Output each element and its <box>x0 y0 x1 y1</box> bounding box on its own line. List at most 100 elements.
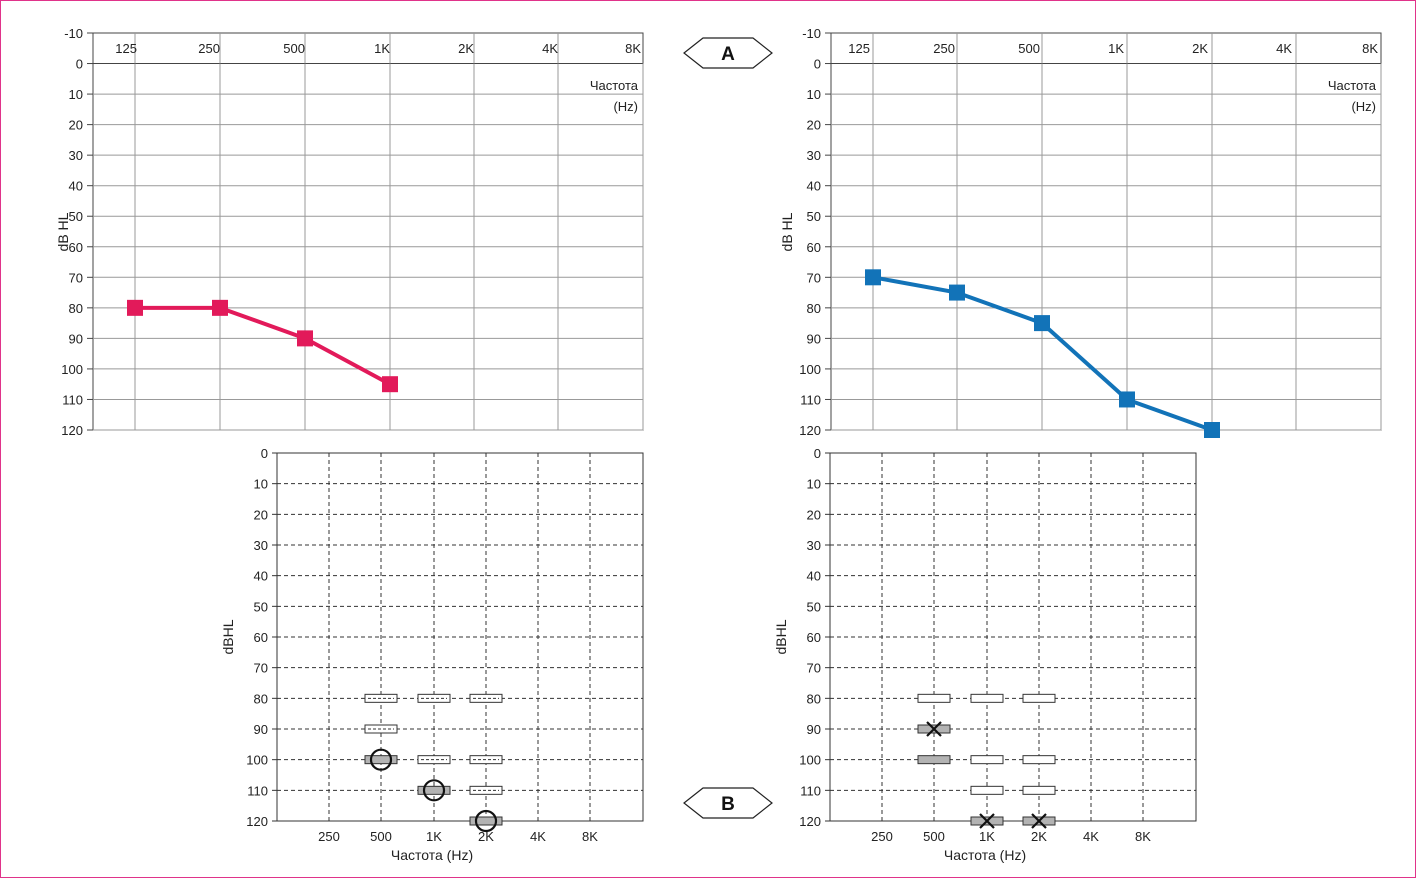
x-tick-label: 500 <box>923 829 945 844</box>
right-audiogram-chart: -10 0 10 20 30 40 50 60 70 80 90 100 110 120 125 250 500… <box>55 26 644 438</box>
x-tick-label: 1K <box>979 829 995 844</box>
data-point-marker <box>865 269 881 286</box>
x-tick-label: 8K <box>1135 829 1151 844</box>
y-axis-label: dB HL <box>55 212 71 251</box>
x-tick-label: 500 <box>283 41 305 56</box>
x-tick-label: 2K <box>1031 829 1047 844</box>
y-tick-label: 90 <box>254 722 268 737</box>
plot-frame <box>830 32 1382 431</box>
x-tick-label: 500 <box>1018 41 1040 56</box>
pointer-b-label: B <box>721 794 735 815</box>
pointer-b: B <box>683 787 773 819</box>
pointer-b-shape <box>683 787 773 819</box>
y-tick-label: 70 <box>807 661 821 676</box>
y-tick-label: 60 <box>807 630 821 645</box>
y-tick-label: 110 <box>800 783 821 798</box>
y-tick-label: -10 <box>64 26 83 41</box>
series-line <box>135 305 391 386</box>
y-tick-label: 120 <box>799 423 821 438</box>
x-tick-label: 125 <box>115 41 137 56</box>
threshold-box <box>970 785 1004 795</box>
y-tick-label: 50 <box>807 209 821 224</box>
x-axis-unit: (Hz) <box>613 99 638 114</box>
x-tick-label: 4K <box>530 829 546 844</box>
x-axis-unit: (Hz) <box>1351 99 1376 114</box>
y-tick-label: 120 <box>246 814 268 829</box>
pointer-a-shape <box>683 37 773 69</box>
y-tick-label: 90 <box>807 722 821 737</box>
left-audiogram-chart: -10 0 10 20 30 40 50 60 70 80 90 100 110 120 125 250 500… <box>779 26 1382 438</box>
threshold-box <box>364 755 398 765</box>
y-tick-label: 60 <box>254 630 268 645</box>
y-tick-label: 80 <box>807 691 821 706</box>
x-axis-label: Частота (Hz) <box>391 847 473 863</box>
y-tick-label: 90 <box>69 331 83 346</box>
y-tick-label: 30 <box>69 148 83 163</box>
y-tick-label: 50 <box>807 599 821 614</box>
y-tick-label: -10 <box>802 26 821 41</box>
y-tick-label: 0 <box>76 57 83 72</box>
pointer-a: A <box>683 37 773 69</box>
x-tick-label: 2K <box>458 41 474 56</box>
y-tick-label: 110 <box>247 783 268 798</box>
y-tick-label: 10 <box>807 477 821 492</box>
threshold-box <box>970 755 1004 765</box>
x-tick-label: 4K <box>1083 829 1099 844</box>
x-tick-label: 1K <box>426 829 442 844</box>
x-tick-label: 4K <box>1276 41 1292 56</box>
x-tick-label: 4K <box>542 41 558 56</box>
circle-marker <box>474 809 498 833</box>
y-tick-label: 80 <box>69 301 83 316</box>
y-tick-label: 0 <box>814 57 821 72</box>
y-tick-label: 40 <box>807 179 821 194</box>
y-axis-label: dB HL <box>779 212 795 251</box>
x-tick-label: 250 <box>871 829 893 844</box>
x-tick-label: 250 <box>933 41 955 56</box>
y-tick-label: 30 <box>807 538 821 553</box>
y-tick-label: 90 <box>807 331 821 346</box>
y-tick-label: 60 <box>807 240 821 255</box>
threshold-box <box>1022 755 1056 765</box>
x-marker <box>979 813 995 829</box>
y-tick-label: 120 <box>799 814 821 829</box>
y-tick-label: 10 <box>807 87 821 102</box>
threshold-box <box>417 785 451 795</box>
pointer-a-label: A <box>721 44 735 65</box>
y-tick-label: 10 <box>254 477 268 492</box>
x-tick-label: 1K <box>1108 41 1124 56</box>
y-tick-label: 120 <box>61 423 83 438</box>
x-axis-label: Частота <box>590 78 639 93</box>
x-tick-label: 250 <box>198 41 220 56</box>
y-tick-label: 80 <box>254 691 268 706</box>
right-aided-chart: 0 10 20 30 40 50 60 70 80 90 100 110 120 250 500 1K 2K 4K… <box>220 446 644 863</box>
y-tick-label: 110 <box>800 392 821 407</box>
x-marker <box>926 721 942 737</box>
data-point-marker <box>1034 315 1050 332</box>
circle-marker <box>422 779 446 802</box>
x-marker <box>1031 813 1047 829</box>
y-tick-label: 110 <box>62 392 83 407</box>
y-tick-label: 60 <box>69 240 83 255</box>
y-tick-label: 80 <box>807 301 821 316</box>
circle-marker <box>369 748 393 771</box>
y-tick-label: 40 <box>69 179 83 194</box>
threshold-box <box>1022 785 1056 795</box>
x-tick-label: 2K <box>478 829 494 844</box>
x-tick-label: 8K <box>582 829 598 844</box>
y-tick-label: 30 <box>807 148 821 163</box>
y-tick-label: 20 <box>807 507 821 522</box>
y-tick-label: 50 <box>254 599 268 614</box>
y-tick-label: 10 <box>69 87 83 102</box>
left-aided-chart: 0 10 20 30 40 50 60 70 80 90 100 110 120 250 500 1K 2K 4K… <box>773 446 1197 863</box>
y-tick-label: 100 <box>246 753 268 768</box>
threshold-box <box>917 693 951 703</box>
x-tick-label: 2K <box>1192 41 1208 56</box>
y-tick-label: 100 <box>799 753 821 768</box>
x-axis-label: Частота <box>1328 78 1377 93</box>
y-tick-label: 70 <box>807 270 821 285</box>
x-tick-label: 125 <box>848 41 870 56</box>
x-tick-label: 250 <box>318 829 340 844</box>
y-tick-label: 20 <box>807 118 821 133</box>
y-axis-label: dBHL <box>773 619 789 654</box>
